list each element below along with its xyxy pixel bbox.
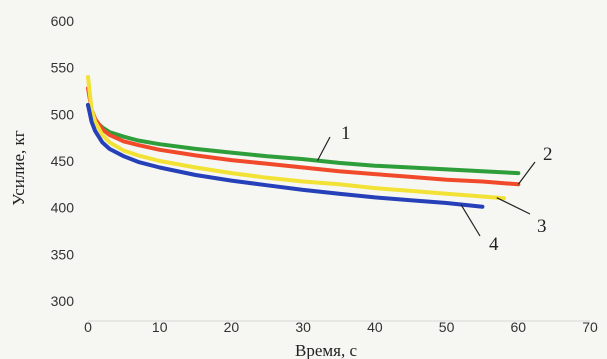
x-tick-label: 0 (84, 319, 92, 335)
x-tick-label: 40 (367, 319, 383, 335)
callout-leader-1 (316, 136, 331, 161)
y-tick-label: 400 (51, 200, 75, 216)
series-line-4 (86, 103, 485, 209)
series-line-1 (86, 103, 521, 176)
x-tick-label: 60 (510, 319, 526, 335)
x-axis-title: Время, с (295, 341, 357, 359)
callout-label-3: 3 (537, 216, 547, 237)
x-tick-label: 10 (152, 319, 168, 335)
x-tick-labels: 0 10 20 30 40 50 60 70 (84, 319, 598, 335)
x-tick-label: 70 (582, 319, 598, 335)
callout-label-1: 1 (341, 123, 351, 144)
callout-leader-4 (460, 204, 481, 237)
series-layer (86, 75, 521, 209)
y-tick-label: 500 (51, 106, 75, 122)
callout-layer: 1 2 3 4 (316, 123, 553, 255)
x-tick-label: 20 (224, 319, 240, 335)
x-tick-label: 50 (439, 319, 455, 335)
callout-label-4: 4 (489, 234, 499, 255)
series-line-2 (86, 86, 521, 187)
y-tick-label: 550 (51, 60, 75, 76)
y-tick-labels: 300 350 400 450 500 550 600 (51, 13, 75, 309)
y-tick-label: 300 (51, 293, 75, 309)
callout-leader-3 (496, 197, 531, 215)
x-tick-label: 30 (295, 319, 311, 335)
y-tick-label: 450 (51, 153, 75, 169)
y-axis-title: Усилие, кг (9, 130, 28, 206)
y-tick-label: 600 (51, 13, 75, 29)
series-line-3 (86, 75, 506, 201)
callout-leader-2 (517, 161, 536, 185)
y-tick-label: 350 (51, 246, 75, 262)
callout-label-2: 2 (543, 144, 553, 165)
